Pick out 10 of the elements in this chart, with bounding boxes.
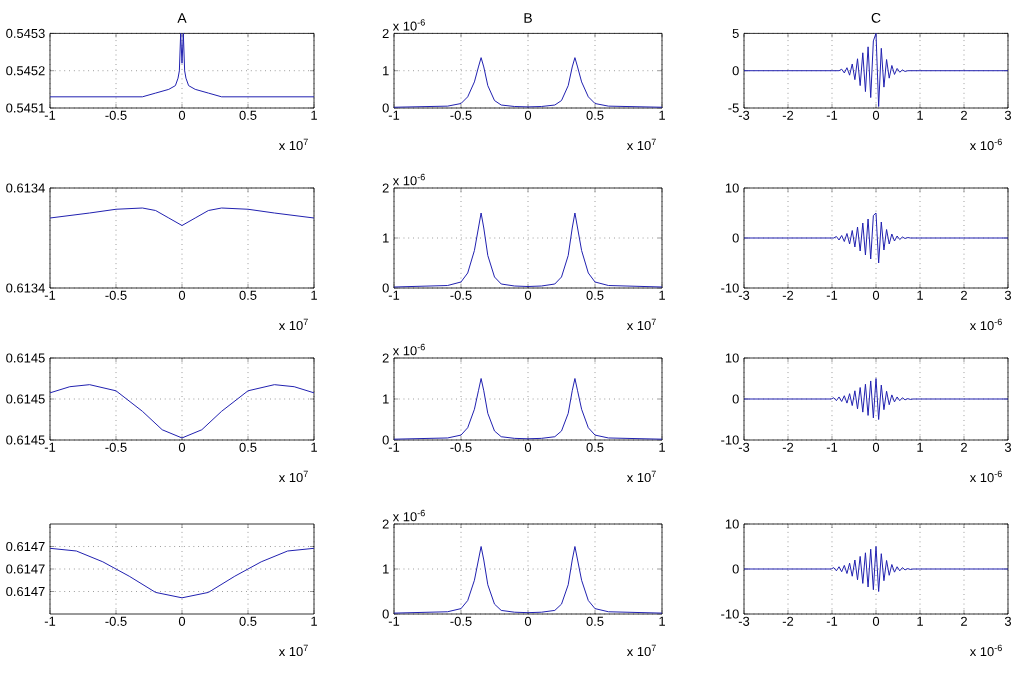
line-series — [743, 212, 1009, 264]
line-series — [393, 57, 663, 108]
line-series — [393, 212, 663, 288]
line-series — [49, 207, 315, 226]
line-series — [743, 546, 1009, 593]
line-series — [393, 378, 663, 440]
line-series — [393, 546, 663, 614]
line-series — [49, 384, 315, 439]
line-series — [743, 378, 1009, 421]
line-series — [49, 547, 315, 599]
